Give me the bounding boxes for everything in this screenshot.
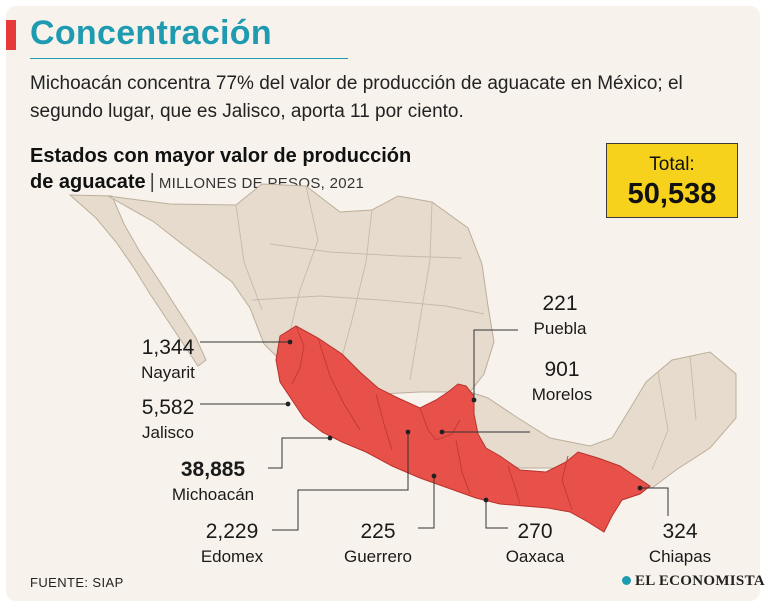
headline-rule	[30, 58, 348, 59]
leader-oaxaca	[485, 500, 508, 529]
name-michoacan: Michoacán	[171, 485, 255, 504]
label-nayarit: 1,344 Nayarit	[128, 336, 208, 384]
headline: Concentración	[30, 14, 272, 52]
name-edomex: Edomex	[200, 547, 264, 566]
highlight-border-6	[507, 465, 521, 505]
label-michoacan: 38,885 Michoacán	[158, 458, 268, 506]
total-box: Total: 50,538	[606, 143, 738, 218]
name-nayarit: Nayarit	[141, 363, 195, 382]
brand-name: EL ECONOMISTA	[635, 573, 765, 589]
highlight-border-1	[291, 325, 305, 385]
leader-chiapas	[640, 487, 669, 516]
label-chiapas: 324 Chiapas	[640, 520, 720, 568]
dot-morelos	[439, 429, 445, 435]
state-border-7	[651, 371, 669, 471]
name-puebla: Puebla	[533, 319, 587, 338]
state-border-6	[269, 243, 463, 259]
baja-california-shape	[68, 194, 207, 367]
dot-oaxaca	[483, 497, 489, 503]
source-note: FUENTE: SIAP	[30, 575, 124, 590]
state-border-2	[287, 185, 319, 341]
dot-nayarit	[287, 339, 293, 345]
name-jalisco: Jalisco	[142, 423, 194, 442]
name-guerrero: Guerrero	[343, 547, 413, 566]
value-chiapas: 324	[662, 520, 698, 543]
dot-michoacan	[327, 435, 333, 441]
name-oaxaca: Oaxaca	[505, 547, 565, 566]
value-jalisco: 5,582	[141, 396, 195, 419]
value-puebla: 221	[542, 292, 578, 315]
state-border-5	[251, 295, 485, 315]
label-morelos: 901 Morelos	[522, 358, 602, 406]
label-puebla: 221 Puebla	[520, 292, 600, 340]
value-oaxaca: 270	[517, 520, 553, 543]
name-chiapas: Chiapas	[648, 547, 712, 566]
chart-title-line1: Estados con mayor valor de producción	[30, 145, 412, 167]
chart-units: MILLONES DE PESOS, 2021	[158, 175, 365, 192]
value-michoacan: 38,885	[180, 458, 246, 481]
highlight-border-2	[317, 337, 361, 431]
chart-title-line2: de aguacate	[30, 171, 146, 193]
value-edomex: 2,229	[205, 520, 259, 543]
label-oaxaca: 270 Oaxaca	[495, 520, 575, 568]
leader-michoacan	[268, 437, 330, 469]
dot-guerrero	[431, 473, 437, 479]
state-border-4	[409, 201, 433, 381]
dot-jalisco	[285, 401, 291, 407]
state-border-8	[689, 355, 697, 421]
dek-text: Michoacán concentra 77% del valor de pro…	[30, 73, 683, 122]
highlight-border-7	[561, 455, 573, 511]
label-edomex: 2,229 Edomex	[192, 520, 272, 568]
value-nayarit: 1,344	[141, 336, 195, 359]
brand-dot-icon	[622, 576, 631, 585]
brand-logo: EL ECONOMISTA	[622, 573, 765, 590]
chart-title: Estados con mayor valor de producción de…	[30, 143, 550, 197]
highlight-border-4	[419, 407, 461, 441]
northern-mexico-shape	[107, 183, 495, 395]
highlight-border-5	[455, 439, 471, 495]
dot-edomex	[405, 429, 411, 435]
name-morelos: Morelos	[531, 385, 593, 404]
label-jalisco: 5,582 Jalisco	[128, 396, 208, 444]
label-guerrero: 225 Guerrero	[338, 520, 418, 568]
value-morelos: 901	[544, 358, 580, 381]
dot-puebla	[471, 397, 477, 403]
highlight-border-3	[375, 393, 393, 451]
total-label: Total:	[649, 154, 695, 175]
total-value: 50,538	[627, 178, 717, 210]
leader-puebla	[473, 329, 518, 400]
title-accent-bar	[6, 20, 16, 50]
dot-chiapas	[637, 485, 643, 491]
state-border-3	[337, 209, 373, 373]
state-border-1	[235, 204, 263, 311]
leader-edomex	[272, 432, 409, 531]
highlight-region-shape	[275, 325, 651, 533]
value-guerrero: 225	[360, 520, 396, 543]
title-separator: |	[149, 171, 155, 193]
leader-guerrero	[418, 476, 435, 529]
